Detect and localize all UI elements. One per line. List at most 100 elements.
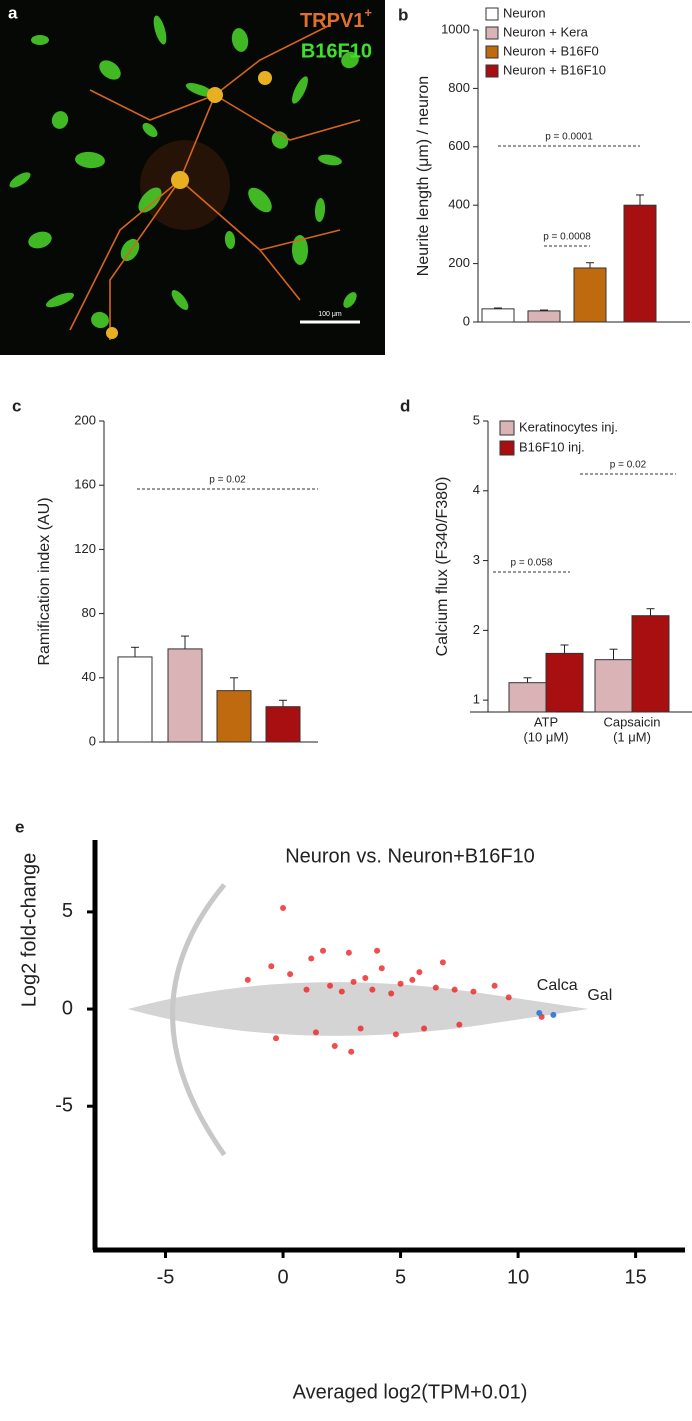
bar	[631, 615, 670, 713]
point	[374, 947, 381, 954]
y-tick-label: 1	[473, 692, 480, 707]
gene-label: Calca	[537, 977, 578, 994]
point	[308, 955, 315, 962]
cell	[224, 231, 236, 249]
x-tick-sublabel: (10 μM)	[523, 729, 568, 744]
x-tick-label: 0	[277, 1266, 288, 1288]
scale-label: 100 μm	[318, 311, 342, 318]
point	[320, 947, 327, 954]
point	[348, 1048, 355, 1055]
cell	[231, 28, 249, 52]
bar	[167, 648, 203, 743]
cell	[318, 154, 342, 166]
panel-label: d	[400, 396, 410, 415]
y-axis-label: Calcium flux (F340/F380)	[434, 477, 451, 657]
point	[357, 1025, 364, 1032]
bar	[265, 706, 301, 743]
point	[451, 986, 458, 993]
cell	[31, 35, 49, 45]
x-tick-label: 15	[625, 1266, 647, 1288]
cell	[45, 292, 75, 308]
legend-swatch	[485, 26, 499, 40]
cell	[138, 187, 162, 213]
point	[421, 1025, 428, 1032]
point	[397, 980, 404, 987]
cell	[292, 76, 308, 104]
p-value: p = 0.0001	[545, 132, 593, 143]
cell	[91, 311, 109, 329]
cell	[75, 151, 105, 169]
cell	[28, 231, 52, 249]
cell	[142, 122, 158, 138]
y-tick-label: 5	[62, 900, 73, 922]
y-axis-label: Neurite length (μm) / neuron	[415, 76, 432, 276]
point	[327, 982, 334, 989]
x-tick-label: 10	[507, 1266, 529, 1288]
point	[362, 974, 369, 981]
gene-cloud	[127, 982, 589, 1036]
highlight-point	[550, 1011, 557, 1018]
neuron-soma	[106, 327, 118, 339]
neuron-soma	[207, 87, 223, 103]
bar	[216, 690, 252, 743]
point	[388, 990, 395, 997]
y-tick-label: 120	[74, 541, 96, 556]
y-tick-label: 0	[463, 313, 470, 328]
chart-title: Neuron vs. Neuron+B16F10	[285, 845, 535, 867]
point	[287, 971, 294, 978]
neuron-soma	[171, 171, 189, 189]
neurite	[89, 89, 216, 121]
point	[432, 984, 439, 991]
point	[345, 949, 352, 956]
bar	[481, 308, 515, 323]
panel-label: c	[12, 396, 21, 415]
point	[244, 976, 251, 983]
legend-label: Neuron + B16F10	[503, 62, 606, 77]
point	[392, 1031, 399, 1038]
detection-arc	[170, 883, 227, 1157]
cell	[291, 235, 309, 265]
x-tick-label: ATP	[534, 714, 558, 729]
cell	[248, 187, 272, 213]
y-tick-label: 160	[74, 477, 96, 492]
point	[505, 994, 512, 1001]
y-tick-label: 4	[473, 482, 480, 497]
legend-label: Neuron	[503, 5, 546, 20]
image-label: TRPV1+	[300, 5, 372, 32]
point	[416, 969, 423, 976]
cell	[341, 51, 359, 69]
point	[456, 1021, 463, 1028]
micrograph: 100 μm a TRPV1+ B16F10	[0, 0, 385, 355]
y-tick-label: 0	[89, 733, 96, 748]
y-tick-label: 200	[448, 255, 470, 270]
legend-label: Keratinocytes inj.	[519, 419, 618, 434]
bar	[573, 267, 607, 323]
point	[470, 988, 477, 995]
y-tick-label: 800	[448, 80, 470, 95]
image-label: B16F10	[301, 40, 372, 62]
legend-swatch	[485, 7, 499, 21]
point	[312, 1029, 319, 1036]
p-value: p = 0.02	[209, 475, 246, 486]
legend-label: Neuron + Kera	[503, 24, 589, 39]
y-tick-label: 400	[448, 197, 470, 212]
neurite	[259, 229, 341, 251]
neurite	[109, 179, 181, 340]
y-tick-label: 200	[74, 412, 96, 427]
neurite	[179, 24, 331, 181]
y-tick-label: 40	[82, 669, 96, 684]
panel-label: e	[15, 817, 24, 836]
x-tick-sublabel: (1 μM)	[613, 729, 651, 744]
y-axis-label: Ramification index (AU)	[36, 497, 53, 665]
y-axis-label: Log2 fold-change	[18, 853, 40, 1008]
point	[280, 905, 287, 912]
x-tick-label: -5	[157, 1266, 175, 1288]
cell	[99, 60, 121, 80]
point	[338, 988, 345, 995]
y-tick-label: 80	[82, 605, 96, 620]
x-tick-label: Capsaicin	[603, 714, 660, 729]
point	[369, 986, 376, 993]
legend-swatch	[485, 45, 499, 59]
